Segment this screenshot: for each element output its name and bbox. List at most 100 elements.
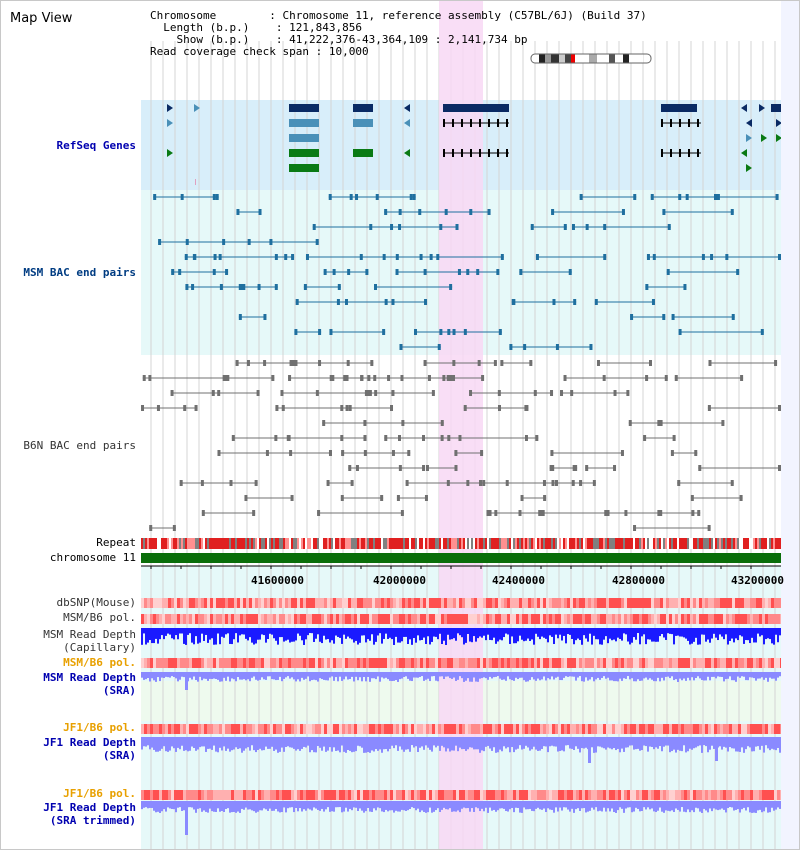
polymorphism-mark [282, 658, 285, 668]
read-depth-bar [641, 801, 643, 812]
track-label-msm-b6-pol-sra[interactable]: MSM/B6 pol. [63, 656, 136, 669]
polymorphism-mark [396, 790, 399, 800]
polymorphism-mark [474, 724, 477, 734]
polymorphism-mark [408, 598, 411, 608]
bac-end [560, 390, 564, 396]
read-depth-bar [719, 801, 721, 810]
polymorphism-mark [399, 790, 402, 800]
polymorphism-mark [150, 790, 153, 800]
bac-end [554, 480, 558, 486]
read-depth-bar [607, 628, 609, 644]
read-depth-bar [661, 672, 663, 678]
track-label-msm-b6-pol[interactable]: MSM/B6 pol. [63, 611, 136, 624]
track-label-refseq[interactable]: RefSeq Genes [56, 139, 136, 152]
read-depth-bar [401, 672, 403, 679]
bac-end [231, 435, 235, 441]
polymorphism-mark [366, 598, 369, 608]
bac-end [479, 480, 483, 486]
read-depth-bar [617, 628, 619, 638]
polymorphism-mark [639, 724, 642, 734]
polymorphism-mark [141, 614, 144, 624]
track-label-jf1-depth-sra[interactable]: JF1 Read Depth [43, 736, 136, 749]
polymorphism-mark [756, 724, 759, 734]
read-depth-bar [187, 737, 189, 752]
read-depth-bar [471, 737, 473, 748]
polymorphism-mark [183, 790, 186, 800]
polymorphism-mark [381, 614, 384, 624]
track-label-msm-depth-capillary[interactable]: MSM Read Depth [43, 628, 136, 641]
bac-end [725, 254, 729, 260]
read-depth-bar [547, 672, 549, 679]
polymorphism-mark [375, 790, 378, 800]
read-depth-bar [359, 628, 361, 643]
polymorphism-mark [315, 614, 318, 624]
read-depth-bar [665, 737, 667, 746]
polymorphism-mark [414, 614, 417, 624]
polymorphism-mark [180, 790, 183, 800]
polymorphism-mark [186, 790, 189, 800]
read-depth-bar [229, 628, 231, 644]
read-depth-bar [653, 672, 655, 682]
polymorphism-mark [657, 614, 660, 624]
repeat-mark [337, 538, 339, 549]
read-depth-bar [537, 801, 539, 808]
track-label-dbsnp[interactable]: dbSNP(Mouse) [56, 596, 136, 609]
polymorphism-mark [321, 598, 324, 608]
repeat-mark [763, 538, 765, 549]
read-depth-bar [643, 628, 645, 635]
polymorphism-mark [546, 658, 549, 668]
polymorphism-mark [480, 724, 483, 734]
track-label-jf1-b6-pol[interactable]: JF1/B6 pol. [63, 721, 136, 734]
polymorphism-mark [516, 724, 519, 734]
polymorphism-mark [597, 790, 600, 800]
repeat-mark [771, 538, 773, 549]
polymorphism-mark [747, 614, 750, 624]
bac-end [395, 269, 399, 275]
read-depth-bar [627, 801, 629, 808]
polymorphism-mark [153, 598, 156, 608]
read-depth-bar [453, 801, 455, 812]
polymorphism-mark [204, 598, 207, 608]
read-depth-bar [221, 737, 223, 751]
read-depth-bar [327, 672, 329, 681]
track-label-jf1-depth-trim[interactable]: JF1 Read Depth [43, 801, 136, 814]
polymorphism-mark [159, 790, 162, 800]
polymorphism-mark [342, 790, 345, 800]
read-depth-bar [399, 628, 401, 643]
read-depth-bar [451, 628, 453, 640]
polymorphism-mark [300, 614, 303, 624]
read-depth-bar [203, 737, 205, 747]
polymorphism-mark [705, 724, 708, 734]
bac-end [149, 525, 153, 531]
polymorphism-mark [297, 614, 300, 624]
read-depth-bar [191, 737, 193, 747]
track-label-b6n-bac[interactable]: B6N BAC end pairs [23, 439, 136, 452]
repeat-mark [387, 538, 389, 549]
read-depth-bar [357, 628, 359, 645]
read-depth-bar [649, 628, 651, 640]
bac-end [294, 329, 298, 335]
polymorphism-mark [378, 658, 381, 668]
track-label-msm-bac[interactable]: MSM BAC end pairs [23, 266, 136, 279]
read-depth-bar [555, 672, 557, 678]
repeat-mark [483, 538, 485, 549]
track-label-jf1-b6-pol-trim[interactable]: JF1/B6 pol. [63, 787, 136, 800]
read-depth-bar [577, 737, 579, 749]
read-depth-bar [207, 737, 209, 749]
read-depth-bar [619, 737, 621, 753]
polymorphism-mark [411, 598, 414, 608]
read-depth-bar [369, 672, 371, 682]
header-info: Chromosome : Chromosome 11, reference as… [150, 9, 647, 58]
polymorphism-mark [555, 658, 558, 668]
read-depth-bar [775, 628, 777, 635]
track-label-msm-depth-sra[interactable]: MSM Read Depth [43, 671, 136, 684]
read-depth-bar [589, 628, 591, 634]
polymorphism-mark [225, 658, 228, 668]
read-depth-bar [675, 628, 677, 636]
bac-end [535, 254, 539, 260]
read-depth-bar [343, 628, 345, 635]
polymorphism-mark [249, 614, 252, 624]
gene-exon [452, 119, 454, 127]
read-depth-bar [583, 801, 585, 809]
